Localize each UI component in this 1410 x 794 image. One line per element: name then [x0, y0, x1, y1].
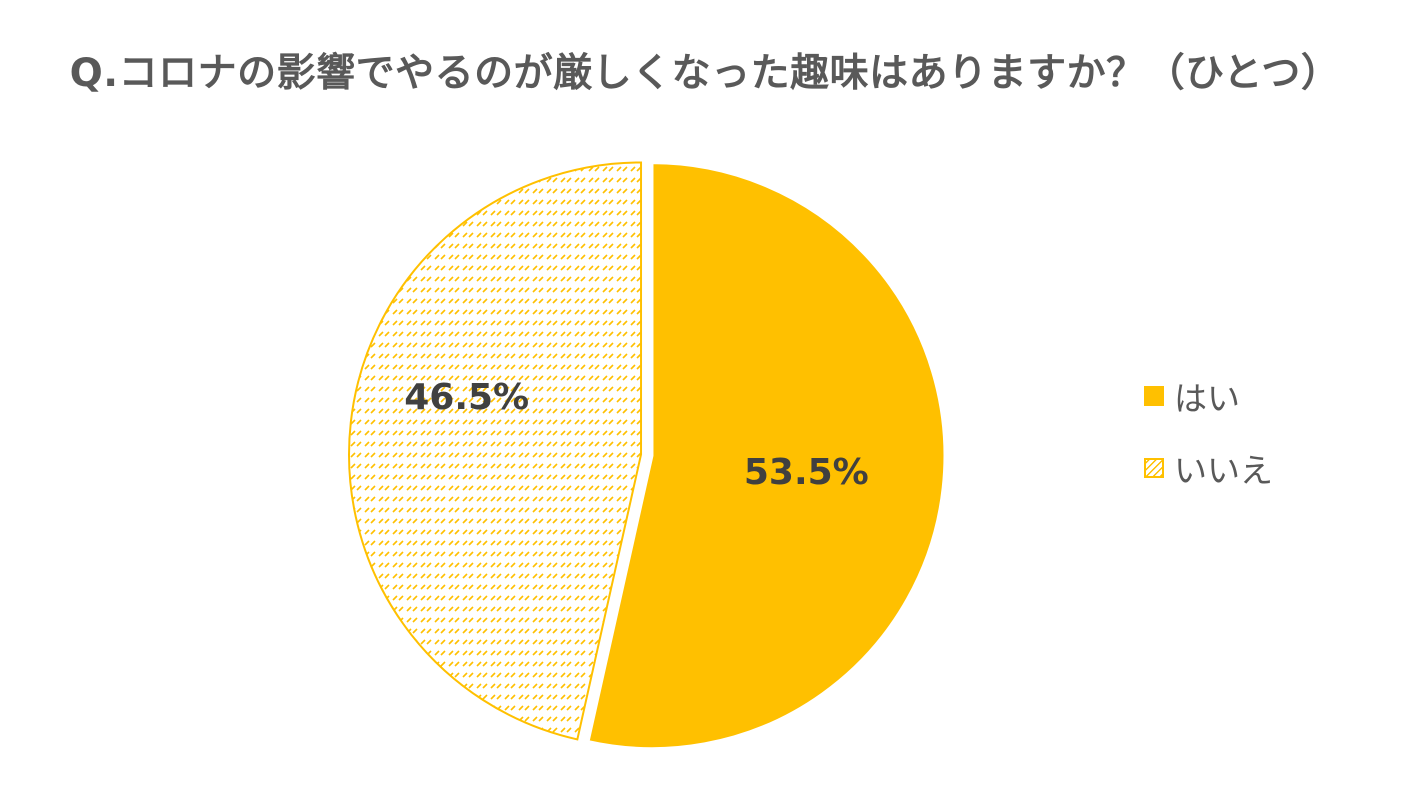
pie-slice-yes — [586, 161, 947, 751]
legend-item-no: いいえ — [1144, 444, 1273, 492]
pie-data-labels: 53.5% 46.5% — [404, 377, 869, 493]
legend-swatch-no — [1144, 458, 1164, 478]
pie-slices — [348, 161, 947, 751]
legend-swatch-yes — [1144, 386, 1164, 406]
data-label-yes: 53.5% — [744, 452, 869, 493]
legend-item-yes: はい — [1144, 372, 1273, 420]
legend: はい いいえ — [1144, 372, 1273, 516]
chart-title: Q.コロナの影響でやるのが厳しくなった趣味はありますか？（ひとつ） — [69, 51, 1341, 96]
data-label-no: 46.5% — [404, 377, 529, 418]
pie-slice-no — [348, 161, 643, 741]
legend-label-no: いいえ — [1174, 451, 1273, 490]
legend-label-yes: はい — [1174, 379, 1240, 418]
